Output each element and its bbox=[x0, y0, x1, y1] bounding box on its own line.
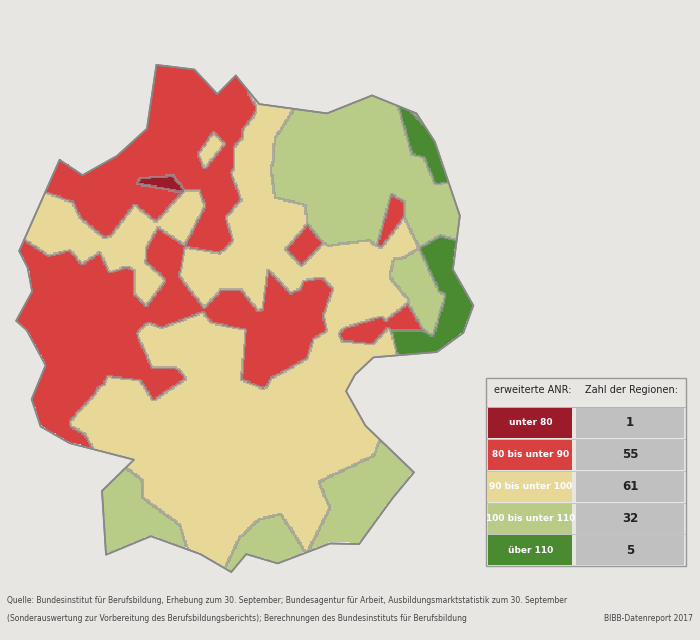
Text: 5: 5 bbox=[626, 544, 634, 557]
Bar bbox=[576, 504, 684, 534]
Bar bbox=[576, 440, 684, 470]
Bar bbox=[489, 440, 573, 470]
Text: BIBB-Datenreport 2017: BIBB-Datenreport 2017 bbox=[604, 614, 693, 623]
Bar bbox=[489, 408, 573, 438]
Text: 55: 55 bbox=[622, 448, 638, 461]
Bar bbox=[576, 408, 684, 438]
Text: 90 bis unter 100: 90 bis unter 100 bbox=[489, 482, 572, 491]
Text: 80 bis unter 90: 80 bis unter 90 bbox=[492, 450, 569, 460]
Bar bbox=[489, 504, 573, 534]
Text: 61: 61 bbox=[622, 480, 638, 493]
Text: Quelle: Bundesinstitut für Berufsbildung, Erhebung zum 30. September; Bundesagen: Quelle: Bundesinstitut für Berufsbildung… bbox=[7, 596, 567, 605]
Text: 100 bis unter 110: 100 bis unter 110 bbox=[486, 514, 575, 523]
Bar bbox=[576, 472, 684, 502]
Text: 32: 32 bbox=[622, 512, 638, 525]
Text: erweiterte ANR:: erweiterte ANR: bbox=[494, 385, 572, 395]
Text: 1: 1 bbox=[626, 416, 634, 429]
Bar bbox=[489, 536, 573, 566]
Text: Zahl der Regionen:: Zahl der Regionen: bbox=[585, 385, 678, 395]
Text: über 110: über 110 bbox=[508, 546, 553, 555]
Text: (Sonderauswertung zur Vorbereitung des Berufsbildungsberichts); Berechnungen des: (Sonderauswertung zur Vorbereitung des B… bbox=[7, 614, 467, 623]
Bar bbox=[489, 472, 573, 502]
Text: unter 80: unter 80 bbox=[509, 419, 552, 428]
Bar bbox=[576, 536, 684, 566]
